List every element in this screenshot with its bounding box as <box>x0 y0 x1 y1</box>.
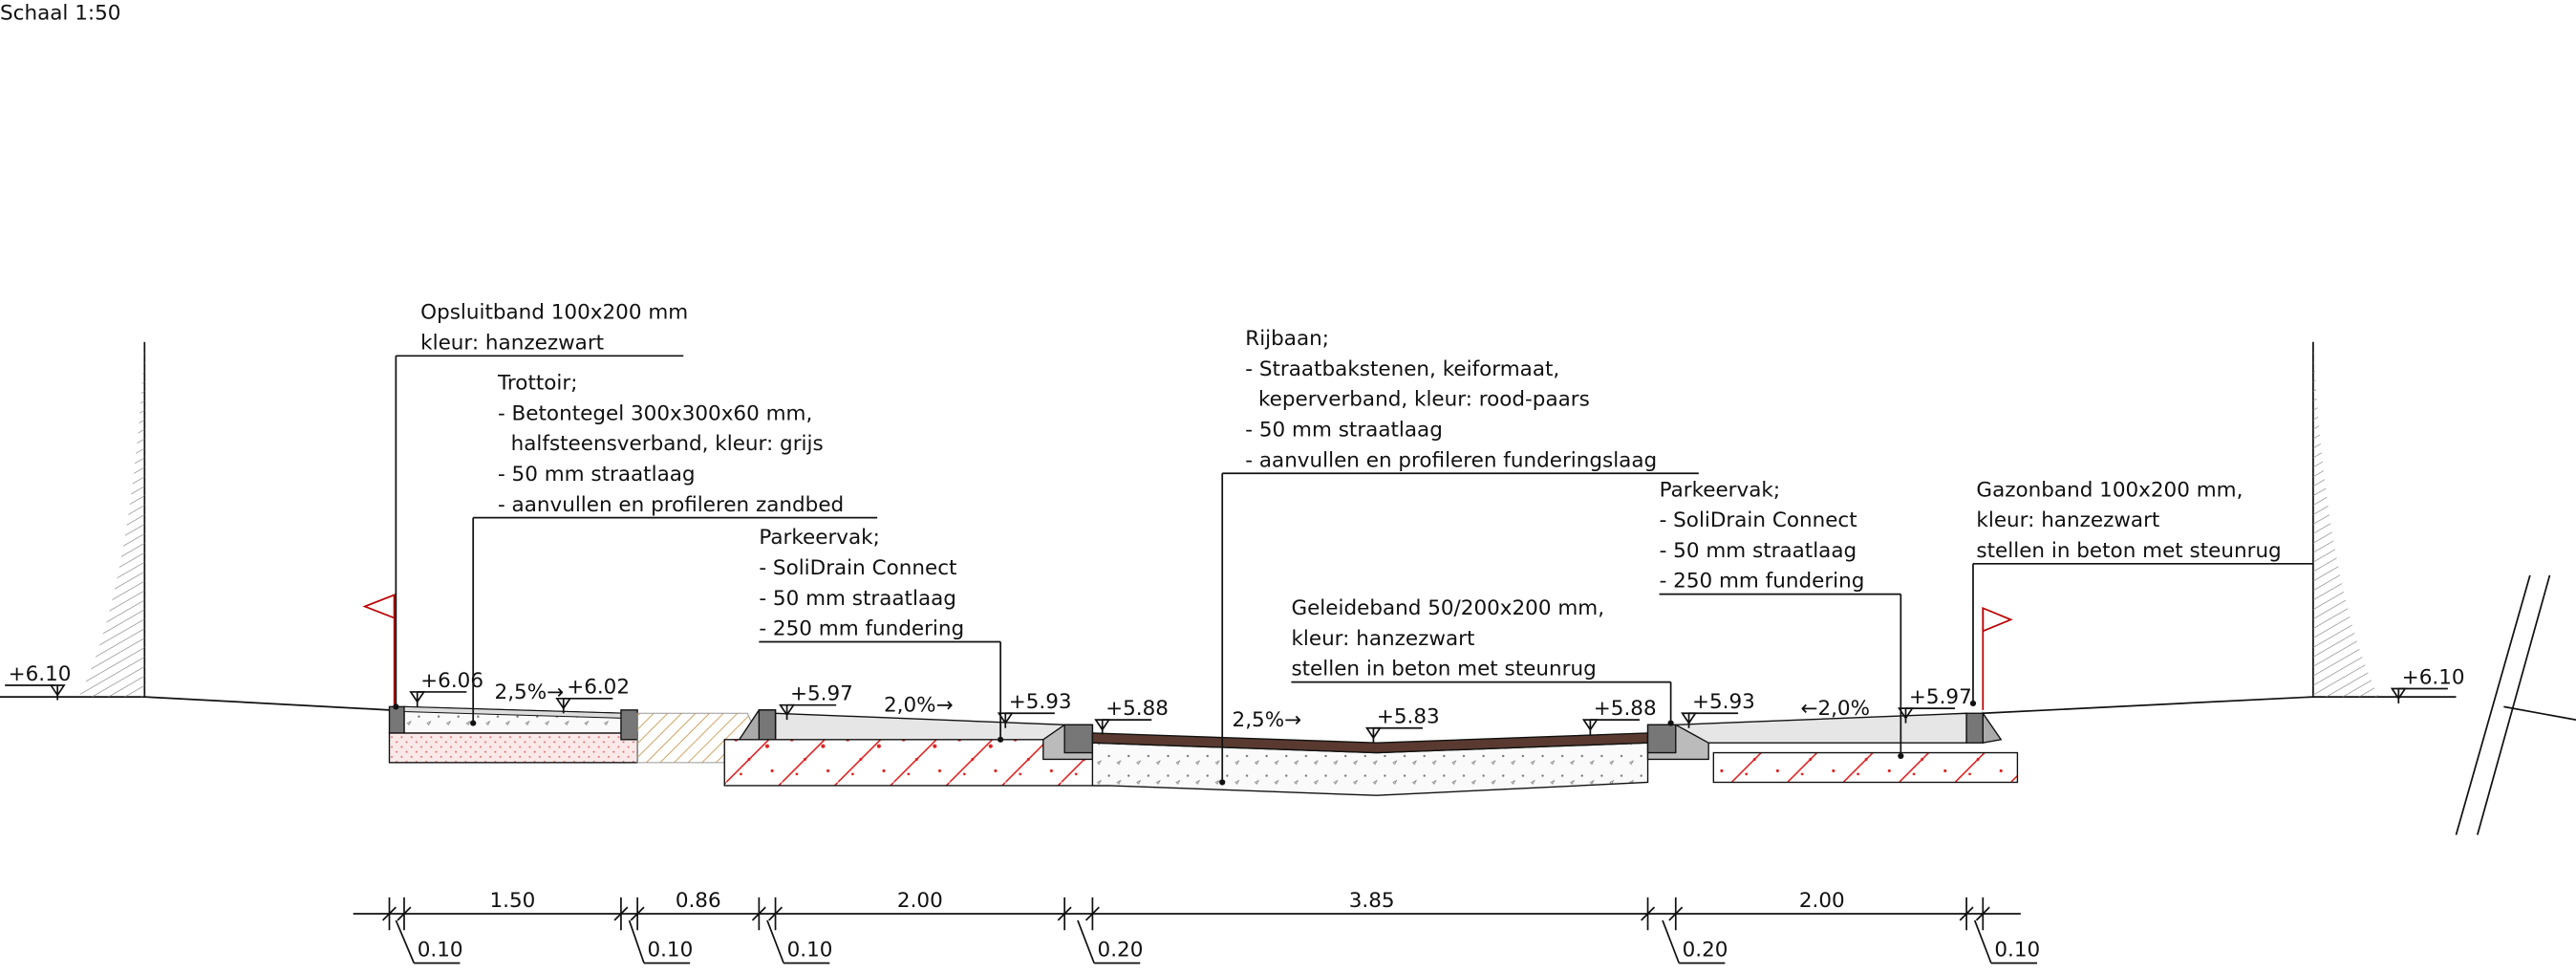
leader-dot <box>1667 720 1674 726</box>
leader-dot <box>998 736 1004 743</box>
dimension-leader <box>395 919 416 963</box>
dimension-label: 1.50 <box>490 889 536 913</box>
annotation-line: - 50 mm straatlaag <box>1245 419 1443 443</box>
curb-backing <box>1982 711 2003 745</box>
annotation-line: Parkeervak; <box>1660 478 1780 502</box>
annotation-line: halfsteensverband, kleur: grijs <box>498 432 824 456</box>
level-label: +5.97 <box>1909 685 1972 709</box>
slope-label: 2,5%→ <box>1233 708 1302 732</box>
flag <box>362 594 396 619</box>
annotation-line: kleur: hanzezwart <box>1976 508 2159 532</box>
level-label: +5.88 <box>1106 697 1169 721</box>
annotation-line: keperverband, kleur: rood-paars <box>1245 388 1590 412</box>
foundation <box>1712 751 2019 784</box>
annotation-line: Geleideband 50/200x200 mm, <box>1291 596 1604 620</box>
level-label: +6.06 <box>420 669 483 693</box>
annotation-line: Trottoir; <box>497 372 578 396</box>
leader-dot <box>393 703 399 710</box>
level-label: +5.93 <box>1009 690 1072 714</box>
annotation-line: - aanvullen en profileren funderingslaag <box>1245 448 1657 472</box>
annotation-line: Parkeervak; <box>759 526 880 550</box>
guide-curb <box>1063 724 1094 754</box>
annotation-line: Opsluitband 100x200 mm <box>420 301 688 325</box>
curb <box>620 709 638 741</box>
annotation-line: - 50 mm straatlaag <box>498 463 696 486</box>
dimension-label: 0.20 <box>1683 939 1728 962</box>
annotation-line: Gazonband 100x200 mm, <box>1976 478 2243 502</box>
dimension-leader <box>1973 919 1992 963</box>
level-label: +6.02 <box>567 676 630 700</box>
leader-dot <box>1898 752 1904 760</box>
slope-label: 2,0%→ <box>884 694 954 718</box>
dimension-tick <box>613 906 629 921</box>
dimension-label: 0.10 <box>418 939 463 962</box>
guide-curb <box>1646 724 1677 754</box>
dimension-tick <box>768 906 784 921</box>
dimension-tick <box>1084 906 1100 921</box>
sand-bed <box>388 732 638 764</box>
dimension-label: 2.00 <box>1799 889 1845 913</box>
dimension-tick <box>1668 906 1684 921</box>
annotation-line: - 250 mm fundering <box>1660 570 1865 594</box>
dimension-tick <box>1959 906 1974 921</box>
level-label: +6.10 <box>9 662 72 686</box>
level-label: +5.93 <box>1692 690 1755 714</box>
scale-label: Schaal 1:50 <box>0 2 120 26</box>
dimension-label: 3.85 <box>1349 889 1395 913</box>
level-label: +5.97 <box>790 682 853 706</box>
annotation-line: - SoliDrain Connect <box>1660 508 1857 532</box>
dimension-label: 0.20 <box>1098 939 1144 962</box>
dimension-label: 0.10 <box>647 939 693 962</box>
dimension-tick <box>751 906 766 921</box>
annotation-line: kleur: hanzezwart <box>1291 627 1474 651</box>
annotation-line: stellen in beton met steunrug <box>1976 539 2281 563</box>
embankment-hatch <box>2312 341 2379 698</box>
ground-line <box>1983 696 2457 715</box>
break-line <box>2477 574 2551 835</box>
flag <box>1982 606 2013 633</box>
break-line <box>2503 705 2576 721</box>
slope-label: ←2,0% <box>1800 697 1870 721</box>
cross-section <box>0 341 2576 915</box>
curb <box>388 705 405 734</box>
level-label: +6.10 <box>2402 665 2465 689</box>
annotation-line: - 50 mm straatlaag <box>1660 539 1857 563</box>
dimension-leader <box>628 919 645 963</box>
dimension-label: 2.00 <box>897 889 943 913</box>
dimension-label: 0.86 <box>676 889 721 913</box>
annotation-line: Rijbaan; <box>1245 327 1329 351</box>
annotation-line: stellen in beton met steunrug <box>1291 658 1596 681</box>
break-line <box>2455 574 2531 835</box>
embankment-hatch <box>78 341 145 698</box>
dimension-leader <box>1662 919 1681 963</box>
dimension-tick <box>630 906 645 921</box>
dimension-label: 0.10 <box>787 939 833 962</box>
slope-label: 2,5%→ <box>495 681 565 704</box>
annotation-line: - 250 mm fundering <box>759 617 964 641</box>
curb <box>1965 712 1984 744</box>
level-label: +5.88 <box>1594 697 1657 721</box>
annotation-line: - aanvullen en profileren zandbed <box>498 493 844 517</box>
dimension-tick <box>382 906 397 921</box>
annotation-line: - 50 mm straatlaag <box>759 587 956 611</box>
leader-dot <box>1219 779 1226 786</box>
level-label: +5.83 <box>1377 705 1440 729</box>
leader-dot <box>470 720 477 726</box>
dimension-tick <box>1057 906 1072 921</box>
dimension-leader <box>766 919 784 963</box>
annotation-line: - Betontegel 300x300x60 mm, <box>498 401 812 425</box>
curb <box>758 709 777 741</box>
ground-line <box>0 696 390 711</box>
dimension-tick <box>1641 906 1656 921</box>
dimension-leader <box>1077 919 1095 963</box>
dimension-tick <box>397 906 412 921</box>
annotation-line: - SoliDrain Connect <box>759 556 956 580</box>
annotation-line: kleur: hanzezwart <box>420 331 604 355</box>
dimension-label: 0.10 <box>1994 939 2040 962</box>
leader-dot <box>1969 700 1977 707</box>
annotation-line: - Straatbakstenen, keiformaat, <box>1245 357 1559 381</box>
dimension-tick <box>1975 906 1990 921</box>
